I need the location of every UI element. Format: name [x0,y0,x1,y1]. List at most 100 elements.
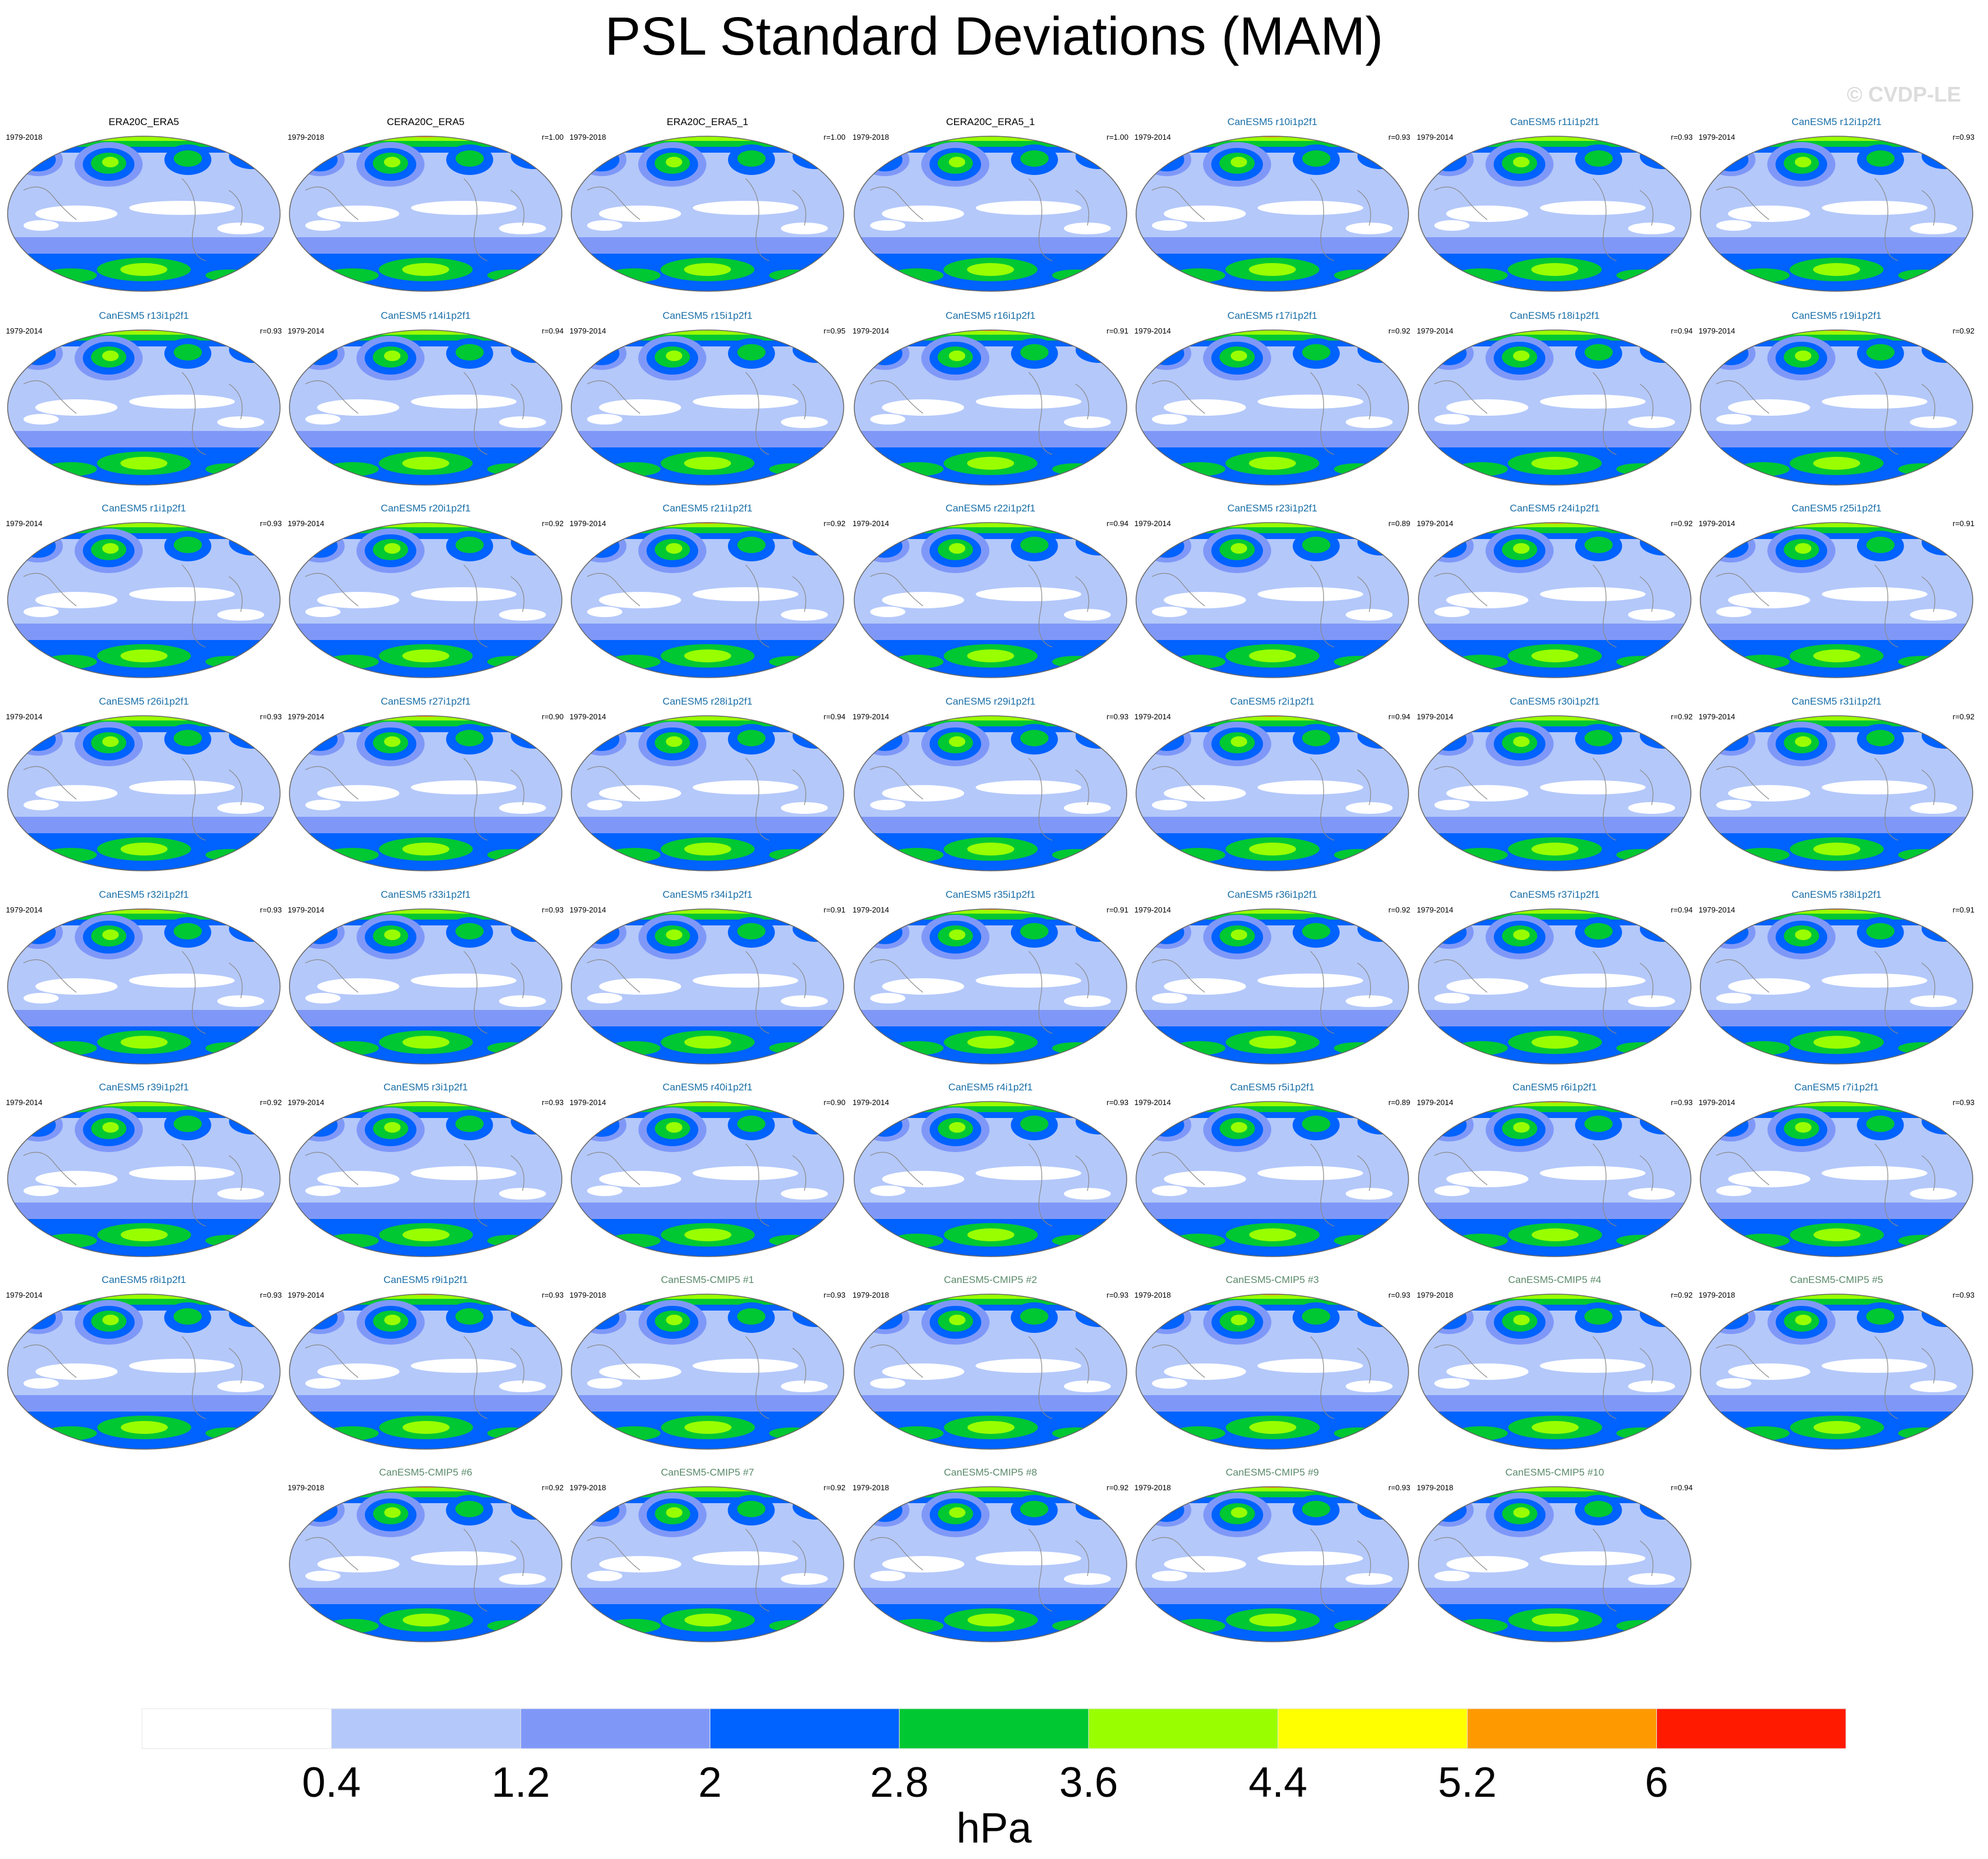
arctic-max-l7 [1801,330,1872,331]
tropical-min-2 [129,395,235,409]
map-outline [854,908,1127,1065]
panel-title: CanESM5 r22i1p2f1 [945,503,1036,514]
panel-title: CanESM5 r36i1p2f1 [1227,889,1318,900]
colorbar-tick-label: 1.2 [491,1759,550,1806]
tropical-min-3 [781,802,828,814]
southern-max-2 [44,1426,97,1440]
map-plot [289,908,562,1065]
southern-max-3 [769,463,816,475]
north-band-l5 [854,523,1127,527]
tropical-min-3 [217,609,264,621]
panel-years: 1979-2014 [1699,326,1736,335]
map-plot [1700,715,1973,871]
southern-max-2 [1737,1041,1790,1055]
colorbar-tick-label: 4.4 [1249,1759,1308,1806]
pacific-low-l5 [949,736,966,747]
north-band-l6 [570,1476,845,1487]
panel-correlation: r=0.92 [1670,712,1693,721]
nordic-low-l4 [737,537,766,553]
tropical-min-3 [499,416,546,428]
tropical-min-2 [1257,974,1363,988]
pacific-low-l5 [1231,156,1248,167]
tropical-min-2 [1539,1166,1646,1180]
coastline [23,178,243,261]
southern-max-3 [1052,1427,1099,1439]
north-band-l6 [288,1284,564,1294]
map-outline [1700,522,1973,678]
north-band-l5 [289,330,562,335]
tropical-min-1 [317,1363,400,1380]
coastline [1151,178,1372,261]
tropical-min-2 [410,395,517,409]
tropical-min-2 [975,395,1081,409]
map-outline [1135,329,1409,486]
north-band-l6 [6,898,282,909]
nordic-low-l4 [1302,1308,1330,1325]
southern-max-2 [608,848,661,862]
tropical-min-4 [870,1571,905,1581]
map-panel: CanESM5-CMIP5 #3 1979-2018 r=0.93 [1134,1274,1410,1450]
pacific-low-l5 [666,1507,683,1518]
southern-max-l5 [1531,1036,1579,1049]
arctic-max-l7 [391,1294,462,1295]
north-band-l6 [288,126,564,136]
southern-max-3 [1052,1235,1099,1247]
panel-years: 1979-2018 [853,1483,889,1492]
southern-max-l5 [402,649,450,662]
map-outline [571,1486,844,1642]
tropical-min-3 [1064,1188,1111,1200]
panel-title: CanESM5-CMIP5 #4 [1508,1274,1602,1285]
coastline [587,1336,807,1419]
pacific-low-l5 [384,1122,401,1133]
atlantic-low-l3 [21,342,56,365]
north-band-l6 [1134,898,1410,909]
north-band-l6 [1417,512,1693,523]
tropical-min-1 [1446,592,1529,608]
tropical-min-2 [1821,1166,1928,1180]
southern-max-3 [1334,463,1381,475]
north-band-l5 [1700,716,1973,720]
map-panel: CanESM5-CMIP5 #8 1979-2018 r=0.92 [853,1467,1128,1643]
panel-years: 1979-2014 [570,326,606,335]
map-outline [571,1101,844,1257]
colorbar-swatch [899,1708,1089,1749]
panel-title: CanESM5 r16i1p2f1 [945,310,1036,321]
north-band-l5 [1136,330,1409,335]
tropical-min-1 [317,785,400,801]
tropical-min-4 [23,220,59,231]
tropical-min-1 [1446,1171,1529,1187]
map-plot [7,136,281,292]
southern-max-3 [769,849,816,861]
pacific-low-l5 [1231,1122,1248,1133]
panel-title: CanESM5 r20i1p2f1 [380,503,471,514]
tropical-min-4 [1152,1186,1187,1196]
map-plot [1418,908,1692,1065]
panel-correlation: r=0.93 [1388,133,1410,142]
pacific-low-l5 [1231,929,1248,940]
map-panel: CanESM5 r33i1p2f1 1979-2014 r=0.93 [288,889,564,1065]
north-band-l6 [288,319,564,330]
north-band-l6 [1134,512,1410,523]
atlantic-low-l3 [1431,148,1467,171]
tropical-min-4 [1434,1378,1470,1389]
north-band-l6 [570,319,845,330]
panel-correlation: r=0.92 [1670,1291,1693,1299]
map-plot [1418,715,1692,871]
map-outline [1418,1101,1692,1257]
map-panel: CanESM5 r27i1p2f1 1979-2014 r=0.90 [288,696,564,872]
tropical-min-4 [1434,1571,1470,1581]
panel-correlation: r=0.89 [1388,1098,1410,1107]
tropical-min-1 [1446,978,1529,995]
southern-max-l5 [1813,457,1861,470]
map-plot [1700,1294,1973,1450]
atlantic-low-l3 [1431,342,1467,365]
map-outline [854,1294,1127,1450]
panel-years: 1979-2014 [853,326,889,335]
southern-max-2 [891,268,944,282]
tropical-min-3 [1346,609,1393,621]
map-panel: CanESM5 r11i1p2f1 1979-2014 r=0.93 [1417,116,1693,292]
pacific-low-l5 [102,350,119,361]
north-band-l6 [853,126,1128,136]
tropical-min-3 [1910,416,1957,428]
tropical-min-2 [692,1551,798,1565]
